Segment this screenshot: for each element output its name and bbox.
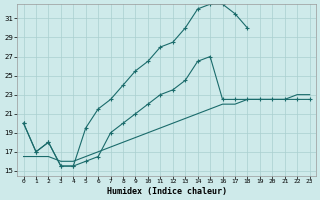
X-axis label: Humidex (Indice chaleur): Humidex (Indice chaleur) (107, 187, 227, 196)
